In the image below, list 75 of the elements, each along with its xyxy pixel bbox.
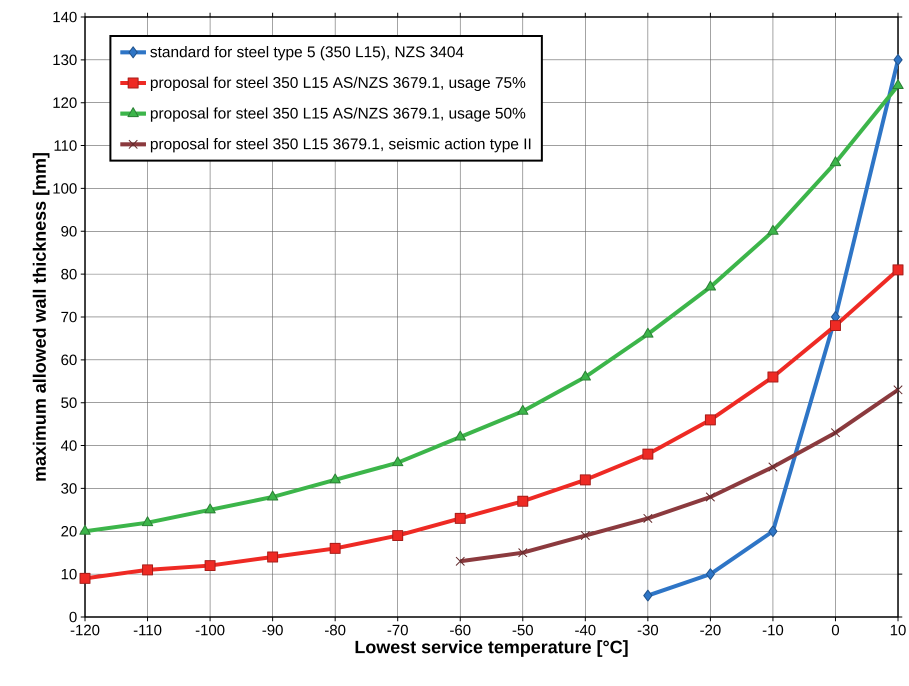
point: [768, 525, 778, 538]
point: [580, 530, 590, 540]
y-tick-label: 20: [61, 526, 77, 537]
x-tick-label: -90: [262, 624, 283, 636]
point: [454, 512, 466, 524]
x-tick-label: -30: [638, 624, 658, 636]
point: [204, 503, 216, 514]
legend-label: proposal for steel 350 L15 AS/NZS 3679.1, usage 50%: [150, 107, 526, 122]
x-axis-title: Lowest service temperature [°C]: [356, 640, 628, 657]
point: [329, 473, 341, 484]
x-tick-label: -50: [512, 624, 533, 636]
point: [204, 560, 216, 572]
point: [517, 496, 528, 507]
point: [266, 490, 278, 500]
point: [80, 572, 90, 584]
point: [330, 542, 341, 554]
y-tick-label: 30: [61, 483, 77, 494]
point: [768, 462, 778, 472]
y-tick-label: 120: [53, 97, 77, 108]
point: [643, 590, 652, 602]
x-tick-label: -100: [196, 624, 224, 636]
point: [643, 514, 653, 524]
y-tick-label: 90: [61, 226, 77, 237]
point: [893, 54, 903, 66]
point: [706, 568, 716, 580]
x-tick-label: -120: [70, 624, 100, 636]
y-tick-label: 0: [70, 612, 77, 622]
point: [454, 430, 466, 440]
y-tick-label: 140: [53, 12, 77, 22]
x-tick-label: -20: [700, 624, 721, 636]
x-tick-label: -70: [388, 624, 408, 636]
point: [79, 524, 91, 535]
point: [893, 385, 903, 395]
point: [580, 474, 591, 486]
legend-label: proposal for steel 350 L15 3679.1, seismic action type II: [150, 138, 530, 152]
point: [892, 264, 904, 276]
x-tick-label: -10: [762, 624, 784, 636]
point: [142, 516, 154, 526]
x-tick-label: 10: [890, 624, 906, 636]
y-tick-label: 70: [61, 312, 77, 322]
y-tick-label: 60: [61, 354, 77, 366]
point: [267, 552, 278, 562]
x-tick-label: 0: [832, 624, 840, 636]
point: [392, 530, 404, 542]
point: [580, 370, 591, 380]
point: [704, 280, 716, 290]
point: [142, 564, 154, 576]
point: [392, 456, 404, 466]
point: [830, 320, 841, 332]
point: [518, 548, 528, 558]
y-tick-label: 130: [53, 54, 77, 66]
point: [642, 448, 654, 460]
point: [517, 404, 528, 415]
y-tick-label: 110: [54, 140, 77, 151]
legend-label: standard for steel type 5 (350 L15), NZS 3404: [150, 46, 464, 60]
y-tick-label: 50: [61, 397, 77, 408]
point: [456, 556, 465, 566]
point: [704, 414, 716, 426]
x-tick-label: -110: [134, 624, 162, 636]
y-axis-title: maximum allowed wall thickness [mm]: [32, 153, 50, 481]
x-tick-label: -60: [450, 624, 470, 636]
y-tick-label: 80: [61, 268, 77, 280]
point: [767, 372, 778, 382]
point: [706, 492, 716, 502]
point: [767, 224, 779, 235]
y-tick-label: 10: [62, 568, 77, 580]
point: [830, 156, 842, 166]
point: [642, 328, 654, 338]
point: [892, 79, 904, 90]
point: [830, 428, 840, 438]
legend-label: proposal for steel 350 L15 AS/NZS 3679.1, usage 75%: [150, 76, 526, 92]
x-tick-label: -40: [575, 624, 596, 636]
x-tick-label: -80: [325, 624, 346, 636]
y-tick-label: 100: [53, 183, 77, 194]
y-tick-label: 40: [60, 440, 77, 451]
